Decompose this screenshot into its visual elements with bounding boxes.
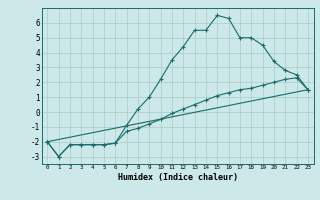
X-axis label: Humidex (Indice chaleur): Humidex (Indice chaleur) [118, 173, 237, 182]
